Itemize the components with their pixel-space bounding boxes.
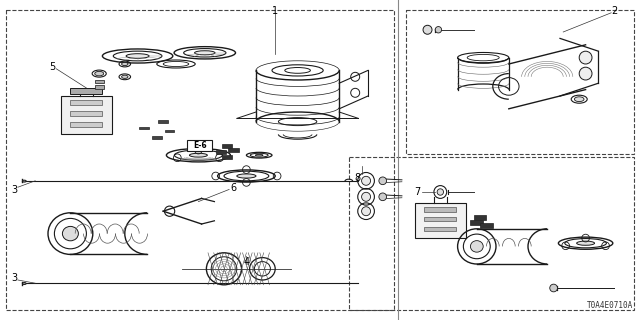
Bar bbox=[165, 130, 175, 132]
Ellipse shape bbox=[195, 51, 215, 55]
Bar bbox=[70, 100, 102, 105]
Ellipse shape bbox=[122, 75, 128, 78]
Bar bbox=[349, 157, 634, 310]
Text: 6: 6 bbox=[230, 183, 236, 193]
Bar bbox=[140, 127, 149, 129]
Circle shape bbox=[379, 193, 387, 201]
Ellipse shape bbox=[63, 227, 79, 241]
Bar bbox=[187, 140, 212, 151]
Ellipse shape bbox=[22, 283, 26, 284]
Bar bbox=[222, 144, 232, 148]
Bar bbox=[216, 150, 226, 154]
Circle shape bbox=[550, 284, 557, 292]
Bar bbox=[480, 223, 493, 228]
Text: 4: 4 bbox=[243, 257, 250, 268]
Circle shape bbox=[437, 189, 444, 195]
Ellipse shape bbox=[189, 153, 207, 157]
Circle shape bbox=[362, 207, 371, 216]
Text: 2: 2 bbox=[611, 6, 618, 16]
Text: 5: 5 bbox=[49, 62, 56, 72]
Bar bbox=[415, 203, 466, 238]
Circle shape bbox=[579, 67, 592, 80]
Text: 7: 7 bbox=[414, 187, 420, 197]
Text: E-6: E-6 bbox=[193, 141, 207, 150]
Bar bbox=[152, 136, 162, 139]
Bar bbox=[70, 111, 102, 116]
Ellipse shape bbox=[95, 71, 104, 76]
Text: 1: 1 bbox=[272, 6, 278, 16]
Ellipse shape bbox=[122, 62, 128, 66]
Ellipse shape bbox=[577, 241, 595, 245]
Bar bbox=[61, 96, 112, 134]
Circle shape bbox=[423, 25, 432, 34]
Bar bbox=[474, 215, 486, 220]
Bar bbox=[6, 10, 394, 310]
Ellipse shape bbox=[255, 155, 263, 156]
Circle shape bbox=[362, 192, 371, 201]
Bar bbox=[424, 227, 456, 231]
Text: T0A4E0710A: T0A4E0710A bbox=[588, 301, 634, 310]
Circle shape bbox=[579, 51, 592, 64]
Ellipse shape bbox=[575, 97, 584, 102]
Ellipse shape bbox=[126, 54, 149, 58]
Bar bbox=[406, 10, 634, 154]
Bar bbox=[424, 207, 456, 212]
Ellipse shape bbox=[237, 174, 256, 178]
Circle shape bbox=[435, 27, 442, 33]
Text: 8: 8 bbox=[354, 172, 360, 183]
Bar bbox=[222, 155, 232, 159]
Bar bbox=[70, 88, 102, 94]
Bar bbox=[95, 80, 104, 83]
Ellipse shape bbox=[22, 180, 26, 182]
Bar bbox=[470, 220, 483, 225]
Ellipse shape bbox=[470, 241, 483, 252]
Circle shape bbox=[362, 176, 371, 185]
Text: 3: 3 bbox=[11, 185, 17, 196]
Bar bbox=[424, 217, 456, 221]
Bar bbox=[228, 148, 239, 152]
Bar bbox=[159, 121, 168, 123]
Circle shape bbox=[379, 177, 387, 185]
Bar bbox=[70, 122, 102, 127]
Bar bbox=[95, 85, 104, 89]
Text: 3: 3 bbox=[11, 273, 17, 284]
